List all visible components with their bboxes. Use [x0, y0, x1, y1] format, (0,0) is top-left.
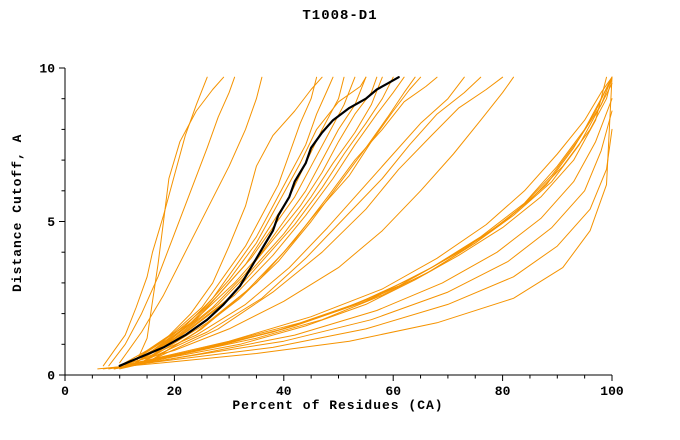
svg-text:60: 60 [385, 384, 401, 399]
chart-title: T1008-D1 [302, 8, 378, 24]
x-axis-label: Percent of Residues (CA) [232, 398, 444, 413]
svg-text:40: 40 [276, 384, 292, 399]
svg-text:80: 80 [495, 384, 511, 399]
svg-text:20: 20 [167, 384, 183, 399]
svg-text:0: 0 [47, 369, 55, 384]
svg-text:5: 5 [47, 215, 55, 230]
svg-text:10: 10 [39, 62, 55, 77]
svg-text:100: 100 [600, 384, 624, 399]
svg-text:0: 0 [61, 384, 69, 399]
